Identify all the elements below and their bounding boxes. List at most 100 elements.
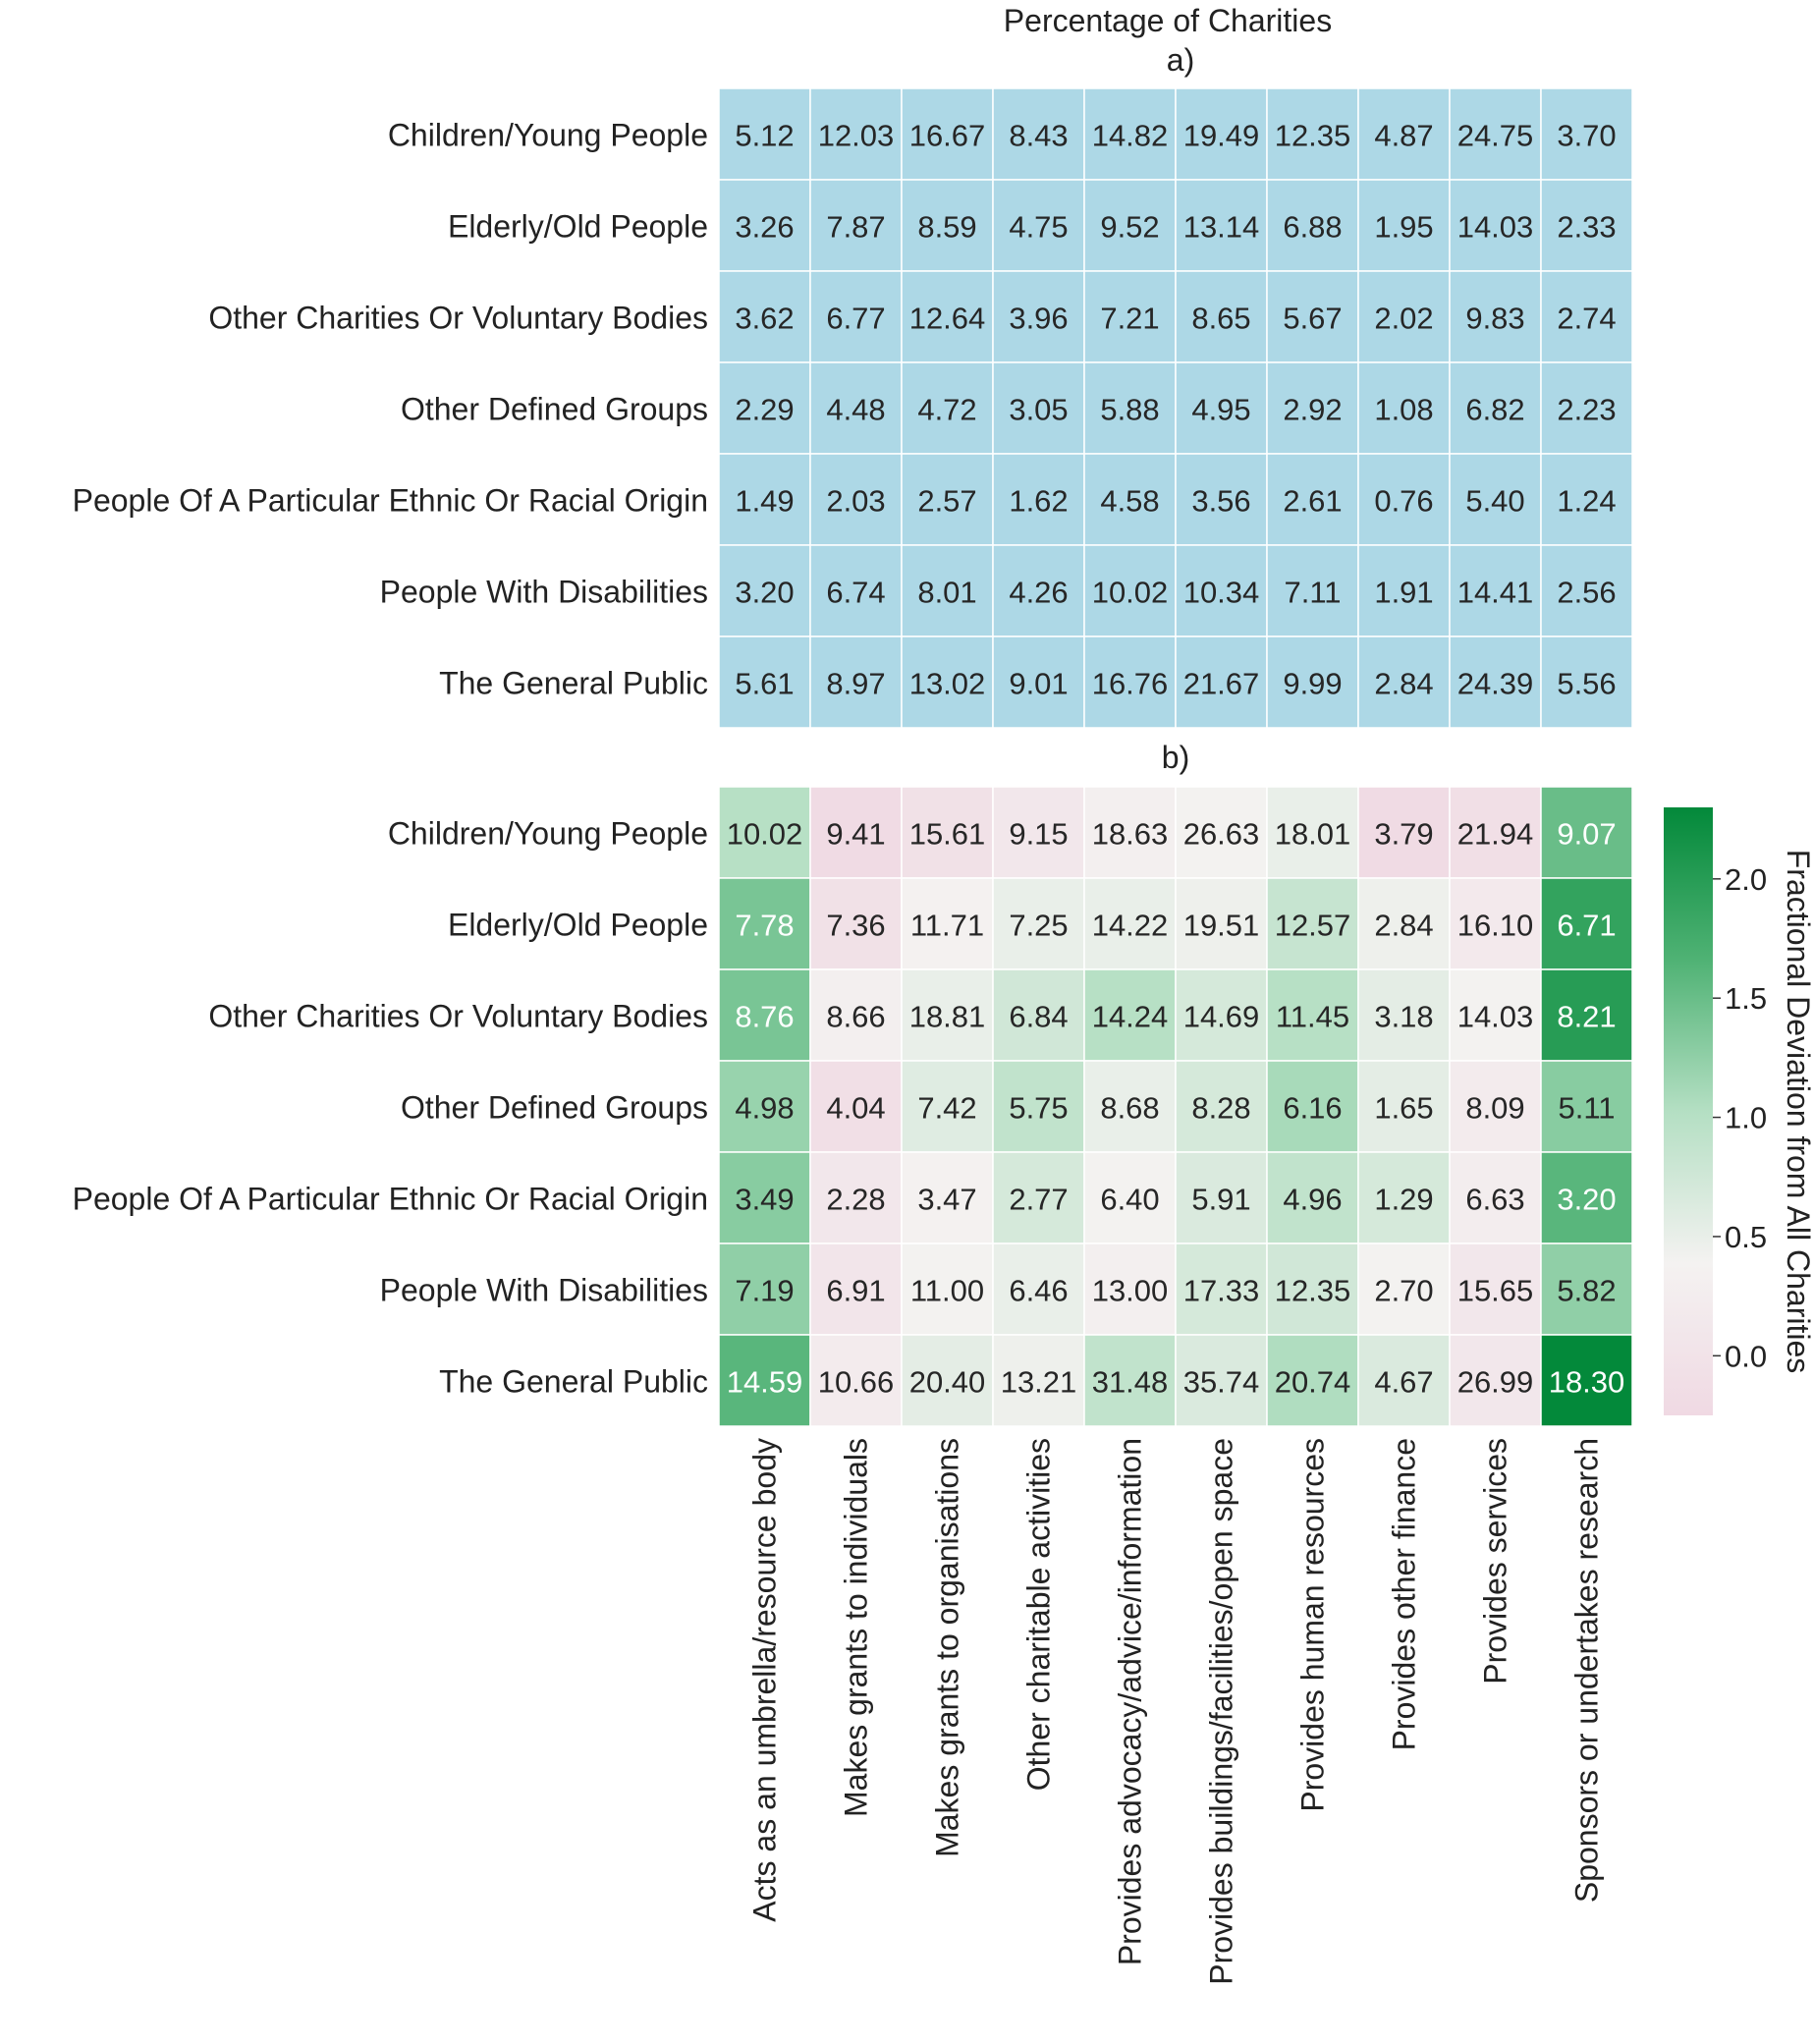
heatmap-a-cell-value: 3.26 xyxy=(735,210,794,245)
heatmap-b-cell xyxy=(1540,968,1633,1062)
heatmap-a-cell xyxy=(1266,453,1359,546)
heatmap-a-cell xyxy=(992,635,1085,729)
heatmap-b-cell xyxy=(1357,1151,1451,1244)
heatmap-a-cell xyxy=(1449,635,1542,729)
heatmap-a-cell-value: 5.67 xyxy=(1283,302,1342,336)
heatmap-b-cell xyxy=(809,1151,903,1244)
column-label: Other charitable activities xyxy=(1021,1438,1057,1791)
heatmap-a-cell-value: 5.88 xyxy=(1100,393,1159,427)
heatmap-b-cell-value: 5.75 xyxy=(1009,1091,1068,1126)
heatmap-a-cell xyxy=(1083,453,1177,546)
heatmap-a-cell-value: 21.67 xyxy=(1183,667,1260,701)
heatmap-b-cell-value: 15.61 xyxy=(909,817,986,852)
column-label: Makes grants to organisations xyxy=(930,1438,965,1857)
heatmap-b-cell xyxy=(809,1243,903,1336)
chart-a-title: Percentage of Charities xyxy=(1004,3,1332,38)
heatmap-b-cell xyxy=(992,1060,1085,1153)
heatmap-a-cell-value: 3.62 xyxy=(735,302,794,336)
chart-b-subtitle: b) xyxy=(1162,740,1189,775)
heatmap-b-cell xyxy=(992,1334,1085,1427)
heatmap-b-cell-value: 4.67 xyxy=(1374,1365,1433,1400)
heatmap-a-row-label: The General Public xyxy=(439,666,708,701)
heatmap-b-cell-value: 8.66 xyxy=(826,1000,885,1034)
heatmap-a-cell-value: 14.03 xyxy=(1457,210,1534,245)
heatmap-b-cell-value: 21.94 xyxy=(1457,817,1534,852)
heatmap-b-cell xyxy=(1083,1060,1177,1153)
heatmap-a-cell-value: 4.75 xyxy=(1009,210,1068,245)
heatmap-a-cell xyxy=(718,270,811,363)
heatmap-b-cell-value: 7.42 xyxy=(917,1091,976,1126)
heatmap-b-cell xyxy=(718,877,811,970)
heatmap-b-row-label: The General Public xyxy=(439,1364,708,1400)
heatmap-a-cell-value: 8.59 xyxy=(917,210,976,245)
heatmap-a-cell xyxy=(1449,361,1542,455)
heatmap-a-cell-value: 1.24 xyxy=(1557,484,1616,519)
heatmap-a-cell-value: 12.64 xyxy=(909,302,986,336)
heatmap-a-cell-value: 8.97 xyxy=(826,667,885,701)
heatmap-a-cell xyxy=(901,87,994,181)
heatmap-b-cell xyxy=(1357,968,1451,1062)
heatmap-b-cell-value: 6.46 xyxy=(1009,1274,1068,1308)
heatmap-b-cell xyxy=(1266,1060,1359,1153)
heatmap-a-cell-value: 13.14 xyxy=(1183,210,1260,245)
heatmap-a-cell-value: 10.34 xyxy=(1183,576,1260,610)
heatmap-a-cell xyxy=(1083,544,1177,637)
heatmap-b-cell-value: 31.48 xyxy=(1092,1365,1169,1400)
heatmap-b-row-label: Children/Young People xyxy=(388,816,708,852)
heatmap-b-cell-value: 12.57 xyxy=(1275,909,1351,943)
heatmap-a-cell-value: 8.65 xyxy=(1191,302,1250,336)
heatmap-b-cell-value: 1.29 xyxy=(1374,1183,1433,1217)
heatmap-b-cell-value: 11.00 xyxy=(910,1274,984,1308)
heatmap-b-cell-value: 11.71 xyxy=(910,909,984,943)
heatmap-b-cell xyxy=(1357,786,1451,879)
heatmap-a-cell xyxy=(1540,87,1633,181)
colorbar-tick-label: 1.0 xyxy=(1725,1101,1767,1135)
colorbar-label: Fractional Deviation from All Charities xyxy=(1781,850,1813,1374)
heatmap-a-cell-value: 5.56 xyxy=(1557,667,1616,701)
heatmap-a-cell-value: 5.61 xyxy=(735,667,794,701)
heatmap-a-cell xyxy=(718,87,811,181)
heatmap-a-row-label: Other Defined Groups xyxy=(401,392,708,427)
heatmap-a-cell-value: 14.41 xyxy=(1457,576,1534,610)
heatmap-b-cell xyxy=(1083,1151,1177,1244)
heatmap-a-cell xyxy=(1357,453,1451,546)
heatmap-a-cell xyxy=(718,361,811,455)
heatmap-b-cell xyxy=(1266,786,1359,879)
heatmap-b-cell-value: 4.98 xyxy=(735,1091,794,1126)
heatmap-a-cell-value: 5.12 xyxy=(735,119,794,153)
heatmap-b-cell-value: 35.74 xyxy=(1183,1365,1260,1400)
heatmap-b-cell-value: 9.07 xyxy=(1557,817,1616,852)
heatmap-b-cell-value: 12.35 xyxy=(1275,1274,1351,1308)
heatmap-b-cell xyxy=(1175,1243,1268,1336)
heatmap-a-cell-value: 3.96 xyxy=(1009,302,1068,336)
heatmap-b-cell xyxy=(1540,1334,1633,1427)
heatmap-a-cell-value: 5.40 xyxy=(1465,484,1524,519)
heatmap-a-cell xyxy=(1540,270,1633,363)
heatmap-b-cell-value: 15.65 xyxy=(1457,1274,1534,1308)
heatmap-b-cell xyxy=(901,877,994,970)
colorbar-tick-label: 1.5 xyxy=(1725,981,1767,1016)
heatmap-a-cell xyxy=(992,544,1085,637)
heatmap-a-cell-value: 7.21 xyxy=(1100,302,1159,336)
heatmap-b-cell xyxy=(1266,968,1359,1062)
heatmap-a-cell xyxy=(901,270,994,363)
heatmap-b-cell-value: 14.24 xyxy=(1092,1000,1169,1034)
heatmap-a-cell-value: 6.77 xyxy=(826,302,885,336)
heatmap-b-cell-value: 10.02 xyxy=(727,817,803,852)
heatmap-a-cell xyxy=(1540,453,1633,546)
heatmap-b-cell-value: 2.77 xyxy=(1009,1183,1068,1217)
heatmap-a-cell xyxy=(809,179,903,272)
heatmap-b-cell xyxy=(1266,1243,1359,1336)
heatmap-a-row-label: People Of A Particular Ethnic Or Racial … xyxy=(73,483,708,519)
heatmap-a-cell-value: 9.01 xyxy=(1009,667,1068,701)
heatmap-b-cell-value: 14.69 xyxy=(1183,1000,1260,1034)
heatmap-a-cell-value: 12.35 xyxy=(1275,119,1351,153)
heatmap-a-cell-value: 2.02 xyxy=(1374,302,1433,336)
heatmap-b-cell xyxy=(1175,1151,1268,1244)
heatmap-b-row-label: Elderly/Old People xyxy=(448,908,708,943)
heatmap-a-cell-value: 2.84 xyxy=(1374,667,1433,701)
heatmap-a-cell xyxy=(1175,361,1268,455)
heatmap-a-cell-value: 4.26 xyxy=(1009,576,1068,610)
heatmap-a-cell xyxy=(1175,87,1268,181)
colorbar-tick-label: 0.0 xyxy=(1725,1339,1767,1373)
